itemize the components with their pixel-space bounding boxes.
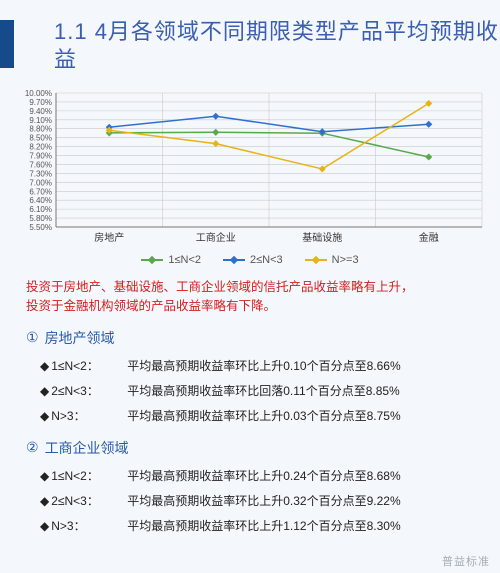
bullet-text: 平均最高预期收益率环比上升1.12个百分点至8.30% (127, 518, 400, 535)
bullet-condition: 2≤N<3： (51, 493, 127, 510)
diamond-bullet-icon: ◆ (40, 358, 49, 375)
svg-text:基础设施: 基础设施 (302, 231, 342, 244)
svg-text:8.80%: 8.80% (29, 125, 52, 134)
chart-container: 5.50%5.80%6.10%6.40%6.70%7.00%7.30%7.60%… (0, 83, 500, 274)
section: ②工商企业领域◆1≤N<2：平均最高预期收益率环比上升0.24个百分点至8.68… (0, 430, 500, 540)
bullet-row: ◆N>3：平均最高预期收益率环比上升1.12个百分点至8.30% (26, 514, 474, 539)
legend-label: N>=3 (332, 254, 359, 266)
section-number-icon: ② (26, 439, 39, 456)
diamond-bullet-icon: ◆ (40, 493, 49, 510)
bullet-row: ◆1≤N<2：平均最高预期收益率环比上升0.10个百分点至8.66% (26, 354, 474, 379)
bullet-row: ◆N>3：平均最高预期收益率环比上升0.03个百分点至8.75% (26, 404, 474, 429)
svg-text:5.50%: 5.50% (29, 223, 52, 232)
svg-text:8.20%: 8.20% (29, 143, 52, 152)
bullet-text: 平均最高预期收益率环比上升0.32个百分点至9.22% (127, 493, 400, 510)
page-title: 1.1 4月各领域不同期限类型产品平均预期收益 (54, 18, 500, 73)
diamond-bullet-icon: ◆ (40, 383, 49, 400)
svg-text:5.80%: 5.80% (29, 214, 52, 223)
svg-text:7.30%: 7.30% (29, 169, 52, 178)
legend-item: N>=3 (305, 254, 359, 266)
section-heading-text: 房地产领域 (45, 328, 115, 348)
summary-line: 投资于金融机构领域的产品收益率略有下降。 (26, 297, 474, 316)
section-heading: ① 房地产领域 (26, 328, 474, 348)
bullet-condition: 1≤N<2： (51, 358, 127, 375)
svg-text:9.40%: 9.40% (29, 107, 52, 116)
legend-label: 2≤N<3 (250, 254, 283, 266)
svg-text:7.60%: 7.60% (29, 160, 52, 169)
bullet-text: 平均最高预期收益率环比上升0.10个百分点至8.66% (127, 358, 400, 375)
diamond-bullet-icon: ◆ (40, 518, 49, 535)
svg-text:10.00%: 10.00% (25, 89, 52, 98)
bullet-row: ◆2≤N<3：平均最高预期收益率环比上升0.32个百分点至9.22% (26, 489, 474, 514)
bullet-text: 平均最高预期收益率环比回落0.11个百分点至8.85% (127, 383, 400, 400)
section-heading: ② 工商企业领域 (26, 438, 474, 458)
bullet-condition: 1≤N<2： (51, 468, 127, 485)
legend-item: 1≤N<2 (141, 254, 201, 266)
bullet-condition: 2≤N<3： (51, 383, 127, 400)
summary-text: 投资于房地产、基础设施、工商企业领域的信托产品收益率略有上升，投资于金融机构领域… (0, 274, 500, 320)
svg-text:7.90%: 7.90% (29, 152, 52, 161)
legend-label: 1≤N<2 (168, 254, 201, 266)
section: ①房地产领域◆1≤N<2：平均最高预期收益率环比上升0.10个百分点至8.66%… (0, 320, 500, 430)
bullet-row: ◆2≤N<3：平均最高预期收益率环比回落0.11个百分点至8.85% (26, 379, 474, 404)
svg-text:金融: 金融 (419, 231, 439, 244)
svg-text:房地产: 房地产 (94, 231, 124, 244)
bullet-row: ◆1≤N<2：平均最高预期收益率环比上升0.24个百分点至8.68% (26, 464, 474, 489)
page-title-row: 1.1 4月各领域不同期限类型产品平均预期收益 (0, 0, 500, 83)
svg-text:7.00%: 7.00% (29, 178, 52, 187)
diamond-bullet-icon: ◆ (40, 468, 49, 485)
svg-text:9.10%: 9.10% (29, 116, 52, 125)
svg-text:9.70%: 9.70% (29, 98, 52, 107)
section-heading-text: 工商企业领域 (45, 438, 129, 458)
svg-text:8.50%: 8.50% (29, 134, 52, 143)
line-chart: 5.50%5.80%6.10%6.40%6.70%7.00%7.30%7.60%… (8, 87, 492, 247)
bullet-text: 平均最高预期收益率环比上升0.03个百分点至8.75% (127, 408, 400, 425)
diamond-bullet-icon: ◆ (40, 408, 49, 425)
svg-text:6.70%: 6.70% (29, 187, 52, 196)
summary-line: 投资于房地产、基础设施、工商企业领域的信托产品收益率略有上升， (26, 278, 474, 297)
bullet-condition: N>3： (51, 408, 127, 425)
svg-text:6.40%: 6.40% (29, 196, 52, 205)
bullet-text: 平均最高预期收益率环比上升0.24个百分点至8.68% (127, 468, 400, 485)
legend-item: 2≤N<3 (223, 254, 283, 266)
title-accent-bar (0, 20, 14, 68)
chart-legend: 1≤N<2 2≤N<3 N>=3 (8, 252, 492, 272)
watermark: 普益标准 (442, 553, 490, 569)
bullet-condition: N>3： (51, 518, 127, 535)
svg-text:工商企业: 工商企业 (196, 231, 236, 244)
svg-text:6.10%: 6.10% (29, 205, 52, 214)
section-number-icon: ① (26, 329, 39, 346)
